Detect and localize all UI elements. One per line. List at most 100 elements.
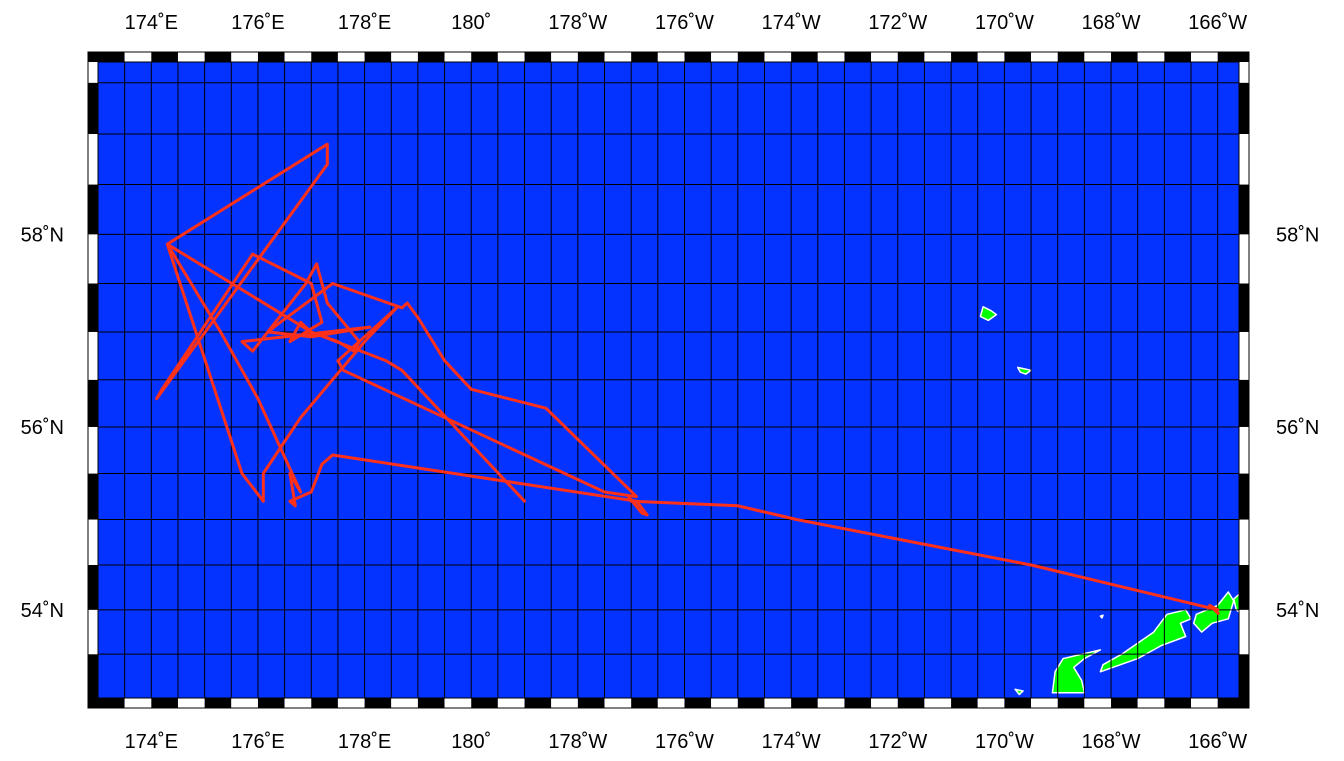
frame-segment xyxy=(524,698,552,708)
lon-tick-label-bottom: 178˚E xyxy=(338,731,391,753)
frame-segment xyxy=(1239,82,1249,135)
frame-segment xyxy=(231,52,258,62)
frame-segment xyxy=(1137,52,1165,62)
frame-segment xyxy=(1137,698,1165,708)
frame-segment xyxy=(1239,379,1249,427)
frame-segment xyxy=(124,698,152,708)
frame-segment xyxy=(1084,52,1112,62)
tick-labels: 174˚E 174˚E 176˚E 176˚E 178˚E 178˚E 180˚ 180˚ 17… xyxy=(21,12,1320,753)
lat-tick-label-right: 54˚N xyxy=(1276,600,1319,622)
frame-segment xyxy=(791,698,818,708)
lat-tick-label-left: 58˚N xyxy=(21,224,64,246)
lon-tick-label-bottom: 176˚E xyxy=(231,731,284,753)
frame-segment xyxy=(1239,62,1249,83)
frame-segment xyxy=(737,52,765,62)
frame-segment xyxy=(177,52,205,62)
frame-segment xyxy=(1239,283,1249,332)
lon-tick-label-bottom: 176˚W xyxy=(655,731,714,753)
frame-segment xyxy=(897,52,925,62)
frame-segment xyxy=(257,698,285,708)
frame-segment xyxy=(871,52,898,62)
frame-segment xyxy=(1239,519,1249,565)
lon-tick-label-bottom: 166˚W xyxy=(1188,731,1247,753)
frame-segment xyxy=(88,473,98,520)
frame-segment xyxy=(684,52,712,62)
frame-segment xyxy=(284,698,312,708)
frame-segment xyxy=(791,52,818,62)
frame-corner xyxy=(1239,52,1249,62)
frame-corner xyxy=(1239,698,1249,708)
frame-segment xyxy=(817,52,845,62)
lon-tick-label-bottom: 174˚E xyxy=(125,731,178,753)
lon-tick-label-top: 178˚W xyxy=(548,12,607,34)
frame-segment xyxy=(204,52,232,62)
frame-segment xyxy=(257,52,285,62)
frame-segment xyxy=(311,698,338,708)
frame-segment xyxy=(1004,698,1032,708)
frame-segment xyxy=(1239,184,1249,235)
unalaska-island xyxy=(1099,609,1192,673)
frame-segment xyxy=(551,698,578,708)
frame-segment xyxy=(977,52,1005,62)
frame-segment xyxy=(1191,52,1218,62)
frame-segment xyxy=(88,331,98,380)
frame-segment xyxy=(1004,52,1032,62)
lon-tick-label-bottom: 172˚W xyxy=(868,731,927,753)
frame-segment xyxy=(737,698,765,708)
frame-segment xyxy=(951,698,978,708)
frame-segment xyxy=(684,698,712,708)
lon-tick-label-bottom: 170˚W xyxy=(975,731,1034,753)
lon-tick-label-top: 174˚E xyxy=(125,12,178,34)
frame-segment xyxy=(88,283,98,332)
frame-segment xyxy=(1217,698,1239,708)
lat-tick-label-right: 56˚N xyxy=(1276,417,1319,439)
frame-segment xyxy=(551,52,578,62)
frame-segment xyxy=(604,52,632,62)
cruise-track-line xyxy=(155,142,1220,615)
frame-segment xyxy=(177,698,205,708)
frame-segment xyxy=(1239,609,1249,655)
frame-segment xyxy=(311,52,338,62)
frame-segment xyxy=(98,52,125,62)
frame-segment xyxy=(1239,473,1249,520)
frame-segment xyxy=(1191,698,1218,708)
frame-segment xyxy=(151,52,178,62)
frame-segment xyxy=(631,52,658,62)
frame-segment xyxy=(1239,654,1249,698)
frame-segment xyxy=(871,698,898,708)
lon-tick-label-top: 178˚E xyxy=(338,12,391,34)
lon-tick-label-bottom: 174˚W xyxy=(762,731,821,753)
frame-segment xyxy=(1111,698,1138,708)
frame-segment xyxy=(444,698,472,708)
st-george-island xyxy=(1016,366,1032,375)
frame-segment xyxy=(88,609,98,655)
frame-segment xyxy=(231,698,258,708)
frame-segment xyxy=(417,698,445,708)
frame-segment xyxy=(1164,52,1192,62)
frame-segment xyxy=(417,52,445,62)
frame-segment xyxy=(1057,52,1085,62)
frame-segment xyxy=(711,698,738,708)
lon-tick-label-bottom: 178˚W xyxy=(548,731,607,753)
frame-segment xyxy=(524,52,552,62)
lon-tick-label-bottom: 168˚W xyxy=(1082,731,1141,753)
frame-segment xyxy=(471,52,498,62)
frame-segment xyxy=(88,134,98,185)
graticule xyxy=(97,62,1239,699)
frame-segment xyxy=(284,52,312,62)
lon-tick-label-top: 176˚W xyxy=(655,12,714,34)
frame-segment xyxy=(631,698,658,708)
frame-segment xyxy=(817,698,845,708)
frame-segment xyxy=(364,698,392,708)
frame-segment xyxy=(337,52,365,62)
frame-outline-outer xyxy=(87,51,1250,709)
frame-segment xyxy=(764,698,792,708)
frame-segment xyxy=(577,698,605,708)
umnak-islet xyxy=(1014,688,1024,696)
frame-segment xyxy=(924,52,952,62)
frame-segment xyxy=(88,62,98,83)
frame-segment xyxy=(1239,564,1249,610)
frame-outline-inner xyxy=(97,61,1240,699)
lat-tick-label-left: 56˚N xyxy=(21,417,64,439)
frame-segment xyxy=(1084,698,1112,708)
